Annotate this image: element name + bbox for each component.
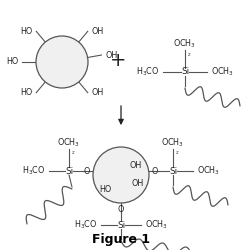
Text: +: + (110, 50, 126, 70)
Text: HO: HO (20, 27, 32, 36)
Text: OH: OH (105, 50, 118, 59)
Text: H$_3$CO: H$_3$CO (74, 219, 97, 231)
Text: Si: Si (117, 220, 125, 230)
Text: OCH$_3$: OCH$_3$ (174, 38, 197, 50)
Text: Si: Si (65, 166, 73, 175)
Text: O: O (84, 166, 90, 175)
Text: OCH$_3$: OCH$_3$ (197, 165, 220, 177)
Text: H$_3$CO: H$_3$CO (136, 66, 159, 78)
Circle shape (93, 147, 149, 203)
Text: OCH$_3$: OCH$_3$ (145, 219, 168, 231)
Text: Si: Si (169, 166, 177, 175)
Text: HO: HO (99, 184, 111, 194)
Text: z: z (188, 52, 191, 57)
Text: O: O (118, 204, 124, 214)
Text: OCH$_3$: OCH$_3$ (161, 137, 185, 149)
Text: OCH$_3$: OCH$_3$ (211, 66, 234, 78)
Text: OH: OH (129, 160, 141, 170)
Text: Figure 1: Figure 1 (92, 234, 150, 246)
Text: O: O (152, 166, 158, 175)
Text: HO: HO (20, 88, 32, 97)
Circle shape (36, 36, 88, 88)
Text: H$_3$CO: H$_3$CO (22, 165, 45, 177)
Text: OH: OH (92, 27, 104, 36)
Text: z: z (176, 150, 179, 156)
Text: OCH$_3$: OCH$_3$ (57, 137, 81, 149)
Text: OH: OH (92, 88, 104, 97)
Text: OH: OH (131, 178, 143, 188)
Text: HO: HO (6, 58, 18, 66)
Text: z: z (72, 150, 75, 156)
Text: Si: Si (181, 68, 189, 76)
